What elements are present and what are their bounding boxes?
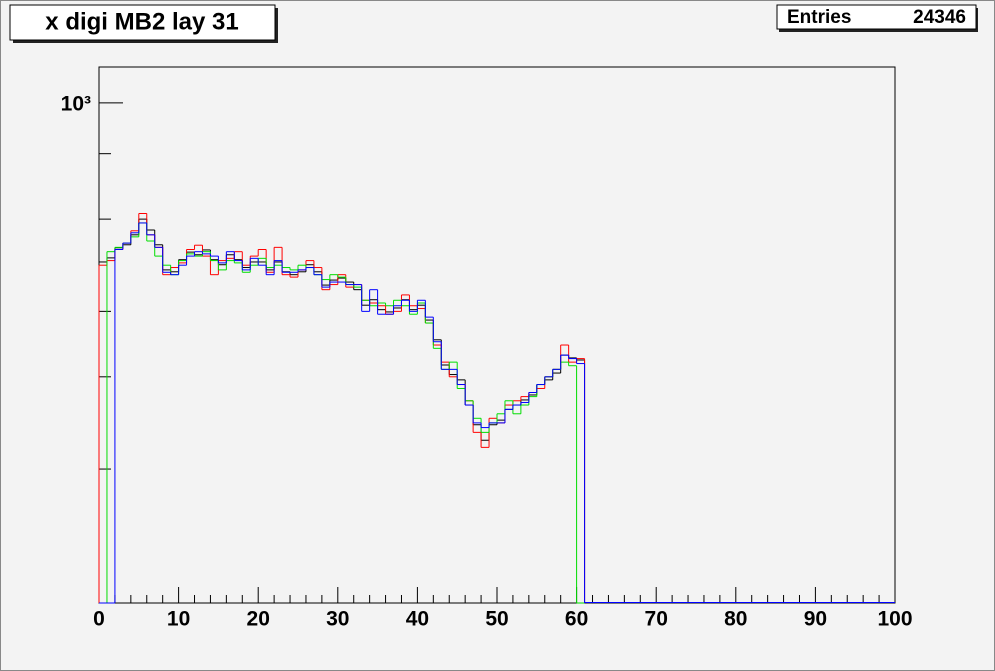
plot-frame xyxy=(98,66,896,604)
y-tick-label: 10³ xyxy=(61,92,91,115)
x-tick-label: 90 xyxy=(804,608,827,631)
x-tick-label: 100 xyxy=(877,608,912,631)
stats-label: Entries xyxy=(787,7,851,28)
x-tick-label: 50 xyxy=(485,608,508,631)
x-tick-label: 70 xyxy=(645,608,668,631)
x-tick-label: 40 xyxy=(406,608,429,631)
x-tick-label: 60 xyxy=(565,608,588,631)
stats-value: 24346 xyxy=(913,7,966,28)
x-tick-label: 10 xyxy=(167,608,190,631)
x-tick-label: 30 xyxy=(326,608,349,631)
x-tick-label: 0 xyxy=(93,608,105,631)
title-box xyxy=(9,4,276,41)
x-tick-label: 80 xyxy=(724,608,747,631)
x-tick-label: 20 xyxy=(247,608,270,631)
stats-box xyxy=(776,4,977,30)
chart-title: x digi MB2 lay 31 xyxy=(45,8,238,35)
